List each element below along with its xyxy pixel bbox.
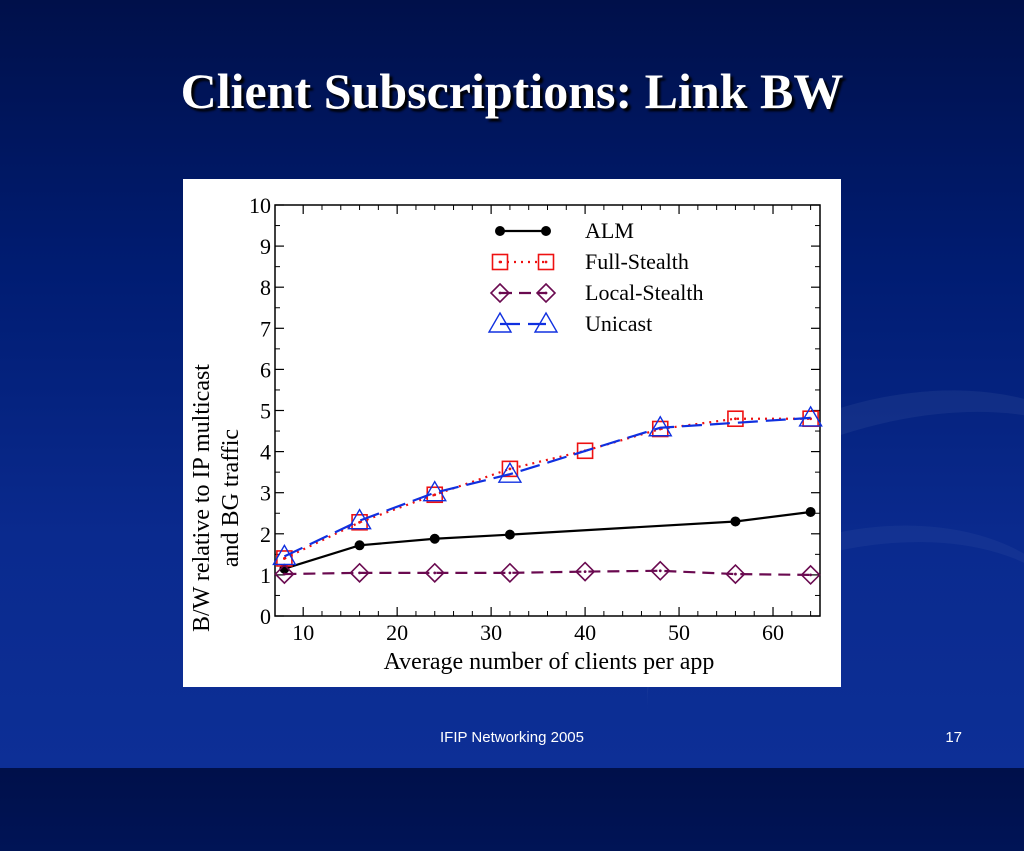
data-point-local-stealth-dot (508, 571, 512, 575)
data-point-full-stealth-dot (508, 467, 512, 471)
x-tick-label: 30 (480, 620, 502, 645)
data-point-local-stealth (274, 563, 295, 585)
data-point-alm (504, 529, 515, 540)
legend-marker-unicast (487, 311, 513, 333)
data-point-unicast (347, 508, 372, 530)
y-axis-label-line-2: and BG traffic (218, 429, 244, 567)
legend-marker-full-stealth-dot (498, 260, 502, 264)
data-point-local-stealth (800, 564, 821, 586)
legend-marker-full-stealth (491, 253, 509, 271)
data-point-full-stealth-dot (358, 520, 361, 524)
data-point-local-stealth (725, 563, 746, 585)
data-point-full-stealth-dot (282, 557, 286, 560)
data-point-local-stealth-dot (658, 569, 662, 573)
legend-marker-full-stealth (537, 253, 555, 271)
legend-marker-full-stealth-shape (537, 253, 555, 271)
data-point-local-stealth-dot (433, 571, 437, 575)
data-point-local-stealth-dot (734, 572, 737, 576)
y-tick-label: 10 (249, 193, 271, 218)
legend-marker-local-stealth-shape (489, 282, 511, 304)
data-point-local-stealth-shape (274, 563, 295, 585)
data-point-full-stealth (351, 513, 368, 531)
data-point-local-stealth-shape (725, 563, 746, 585)
data-point-full-stealth-shape (576, 442, 594, 460)
y-tick-label: 2 (260, 522, 271, 547)
data-point-local-stealth-dot (282, 572, 286, 576)
data-point-unicast (798, 405, 823, 427)
data-point-local-stealth-shape (349, 562, 370, 583)
data-point-local-stealth-dot (358, 571, 361, 575)
data-point-full-stealth (727, 410, 744, 428)
legend-marker-local-stealth (489, 282, 511, 304)
y-tick-label: 9 (260, 234, 271, 259)
legend-marker-local-stealth-dot (498, 291, 502, 295)
y-tick-label: 5 (260, 399, 271, 424)
x-tick-label: 10 (292, 620, 314, 645)
legend-label-alm: ALM (585, 218, 634, 243)
data-point-full-stealth (501, 460, 519, 478)
legend-marker-local-stealth-dot (544, 291, 548, 295)
data-point-local-stealth-shape (424, 562, 445, 583)
data-point-alm (805, 507, 816, 518)
data-point-full-stealth-shape (727, 410, 744, 428)
y-tick-label: 8 (260, 275, 271, 300)
y-tick-label: 3 (260, 481, 271, 506)
data-point-local-stealth (650, 560, 671, 581)
legend-label-unicast: Unicast (585, 311, 652, 336)
data-point-local-stealth-shape (650, 560, 671, 581)
x-tick-label: 40 (574, 620, 596, 645)
legend-label-full-stealth: Full-Stealth (585, 249, 689, 274)
y-axis-label-line-1: B/W relative to IP multicast (189, 364, 215, 632)
y-tick-label: 6 (260, 357, 271, 382)
data-point-local-stealth (424, 562, 445, 583)
legend-marker-full-stealth-shape (491, 253, 509, 271)
data-point-unicast (422, 480, 447, 502)
data-point-alm (730, 516, 741, 527)
series-line-alm (284, 510, 811, 570)
page-number: 17 (945, 729, 962, 746)
data-point-unicast (648, 415, 673, 437)
x-tick-label: 50 (668, 620, 690, 645)
legend-marker-full-stealth-dot (544, 260, 548, 264)
data-point-full-stealth-shape (501, 460, 519, 478)
y-tick-label: 1 (260, 563, 271, 588)
line-chart: 0 1 2 3 4 5 6 7 8 9 10 10 20 30 40 50 60 ALM Full-Stealth… (189, 193, 823, 675)
data-point-unicast (272, 544, 297, 566)
y-tick-label: 0 (260, 604, 271, 629)
legend-label-local-stealth: Local-Stealth (585, 280, 704, 305)
chart-panel: 0 1 2 3 4 5 6 7 8 9 10 10 20 30 40 50 60 ALM Full-Stealth… (183, 179, 841, 687)
x-tick-label: 60 (762, 620, 784, 645)
data-point-alm (354, 540, 365, 551)
data-point-local-stealth-shape (499, 562, 521, 583)
data-point-local-stealth (349, 562, 370, 583)
series-line-unicast (283, 416, 811, 558)
data-point-local-stealth (574, 561, 596, 582)
legend-marker-local-stealth-shape (535, 282, 557, 304)
data-point-local-stealth-shape (574, 561, 596, 582)
data-point-local-stealth-dot (583, 570, 587, 574)
series-line-full-stealth (283, 417, 811, 560)
data-point-full-stealth-dot (433, 493, 437, 497)
legend-marker-alm (495, 226, 505, 236)
x-tick-label: 20 (386, 620, 408, 645)
y-tick-label: 4 (260, 440, 271, 465)
y-tick-label: 7 (260, 316, 271, 341)
legend-marker-alm (541, 226, 551, 236)
slide-title: Client Subscriptions: Link BW (180, 63, 844, 119)
data-point-alm (429, 533, 440, 544)
legend-marker-local-stealth (535, 282, 557, 304)
legend-marker-unicast (533, 311, 559, 333)
footer-text: IFIP Networking 2005 (440, 729, 584, 746)
data-point-local-stealth-dot (809, 573, 813, 577)
data-point-full-stealth-dot (734, 417, 737, 421)
data-point-local-stealth-shape (800, 564, 821, 586)
x-axis-label: Average number of clients per app (384, 649, 715, 675)
series-line-local-stealth (284, 569, 811, 576)
data-point-local-stealth (499, 562, 521, 583)
data-point-unicast (497, 461, 523, 483)
